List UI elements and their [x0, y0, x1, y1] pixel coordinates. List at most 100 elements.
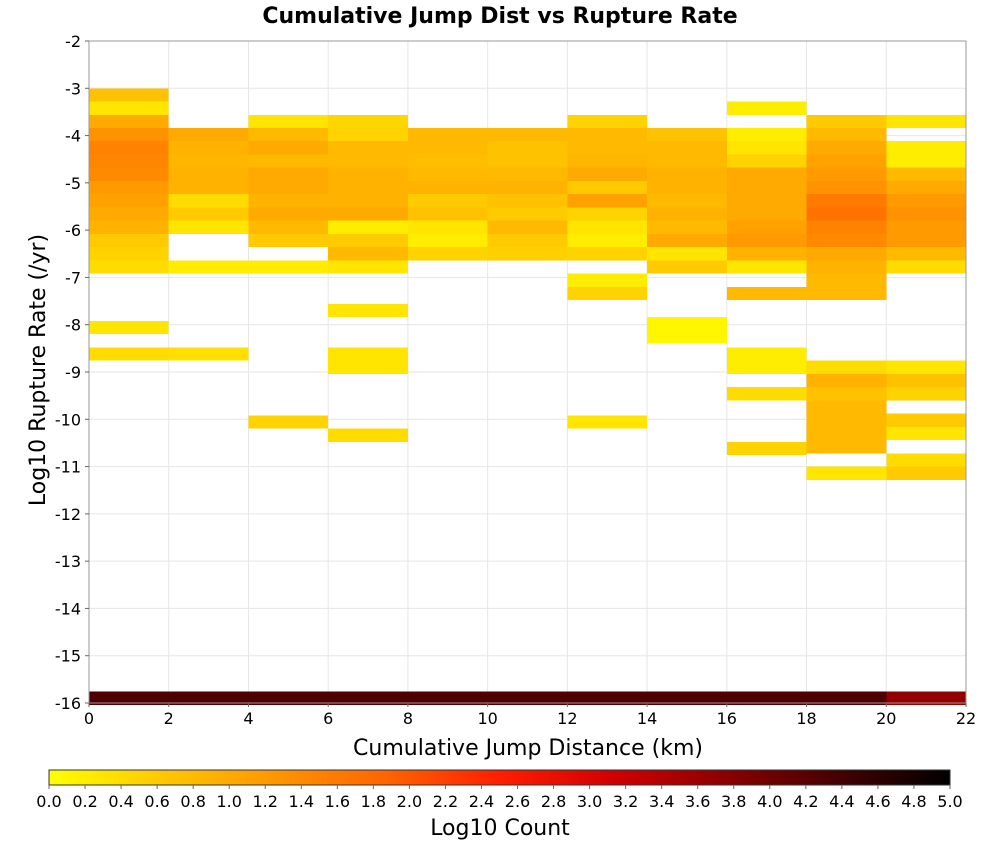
heatmap-cell — [407, 220, 488, 234]
heatmap-cell — [487, 207, 568, 221]
heatmap-cell — [726, 233, 807, 248]
heatmap-cell — [168, 691, 249, 705]
heatmap-cell — [487, 233, 568, 248]
heatmap-cell — [89, 233, 169, 248]
heatmap-cell — [806, 114, 887, 129]
heatmap-cell — [806, 387, 887, 401]
heatmap-cell — [806, 286, 887, 301]
heatmap-cell — [487, 167, 568, 181]
heatmap-cell — [248, 415, 329, 429]
heatmap-cell — [806, 440, 887, 454]
heatmap-cell — [886, 260, 966, 274]
heatmap-cell — [647, 691, 727, 705]
heatmap-cell — [89, 88, 169, 102]
heatmap-cell — [89, 260, 169, 274]
y-axis-label: Log10 Rupture Rate (/yr) — [26, 234, 51, 506]
heatmap-cell — [647, 154, 727, 168]
heatmap-cell — [168, 154, 249, 168]
heatmap-cell — [647, 247, 727, 261]
heatmap-cell — [647, 167, 727, 181]
heatmap-cell — [89, 154, 169, 168]
heatmap-cell — [407, 167, 488, 181]
heatmap-cell — [248, 194, 329, 208]
heatmap-cell — [487, 194, 568, 208]
heatmap-cell — [647, 317, 727, 331]
heatmap-cell — [647, 194, 727, 208]
x-axis-ticks: 0 2 4 6 8 10 12 14 16 18 20 22 — [84, 703, 976, 728]
heatmap-cell — [168, 141, 249, 155]
heatmap-cell — [567, 273, 648, 287]
heatmap-cell — [407, 233, 488, 248]
heatmap-cell — [89, 141, 169, 155]
heatmap-cell — [328, 114, 408, 129]
heatmap-cell — [726, 387, 807, 401]
heatmap-cell — [567, 114, 648, 129]
heatmap-cell — [89, 180, 169, 195]
y-tick-label: -13 — [55, 552, 81, 571]
heatmap-cell — [328, 207, 408, 221]
heatmap-cell — [567, 194, 648, 208]
heatmap-cell — [726, 128, 807, 142]
heatmap-cell — [567, 691, 648, 705]
heatmap-cell — [89, 114, 169, 129]
heatmap-cell — [726, 360, 807, 374]
heatmap-cell — [407, 691, 488, 705]
heatmap-cell — [726, 167, 807, 181]
heatmap-cell — [886, 413, 966, 427]
heatmap-cell — [487, 247, 568, 261]
colorbar-tick-label: 3.0 — [577, 792, 602, 811]
heatmap-cell — [328, 167, 408, 181]
heatmap-cell — [407, 247, 488, 261]
heatmap-cell — [168, 260, 249, 274]
colorbar-tick-label: 2.6 — [505, 792, 530, 811]
heatmap-cell — [567, 154, 648, 168]
heatmap-cell — [886, 453, 966, 467]
chart-title: Cumulative Jump Dist vs Rupture Rate — [262, 4, 737, 29]
colorbar-tick-label: 2.0 — [397, 792, 422, 811]
heatmap-cell — [407, 128, 488, 142]
y-tick-label: -4 — [65, 127, 81, 146]
heatmap-cell — [726, 220, 807, 234]
heatmap-cell — [806, 413, 887, 427]
colorbar-tick-label: 3.6 — [685, 792, 710, 811]
colorbar-tick-label: 0.0 — [36, 792, 61, 811]
heatmap-cell — [328, 347, 408, 361]
heatmap-cell — [886, 141, 966, 155]
heatmap-cell — [89, 167, 169, 181]
heatmap-cell — [806, 247, 887, 261]
heatmap-cell — [806, 128, 887, 142]
heatmap-cell — [328, 180, 408, 195]
heatmap-cell — [89, 207, 169, 221]
colorbar-tick-label: 4.0 — [757, 792, 782, 811]
heatmap-cell — [886, 373, 966, 388]
heatmap-cell — [806, 220, 887, 234]
heatmap-cell — [567, 233, 648, 248]
colorbar-tick-label: 4.8 — [901, 792, 926, 811]
heatmap-cell — [806, 180, 887, 195]
heatmap-cell — [806, 360, 887, 374]
heatmap-cell — [806, 154, 887, 168]
heatmap-cell — [726, 691, 807, 705]
x-tick-label: 14 — [637, 709, 657, 728]
heatmap-cell — [89, 101, 169, 115]
heatmap-cell — [886, 247, 966, 261]
heatmap-cell — [647, 180, 727, 195]
heatmap-cell — [89, 220, 169, 234]
heatmap-cell — [168, 194, 249, 208]
heatmap-cell — [726, 441, 807, 456]
heatmap-cell — [886, 207, 966, 221]
heatmap-cell — [328, 141, 408, 155]
heatmap-cell — [248, 207, 329, 221]
heatmap-cell — [248, 691, 329, 705]
x-tick-label: 18 — [796, 709, 816, 728]
heatmap-cell — [407, 207, 488, 221]
heatmap-cell — [328, 220, 408, 234]
heatmap-cell — [726, 154, 807, 168]
colorbar-tick-label: 3.2 — [613, 792, 638, 811]
heatmap-cell — [647, 220, 727, 234]
heatmap-cell — [647, 207, 727, 221]
heatmap-cell — [487, 128, 568, 142]
heatmap-cell — [567, 207, 648, 221]
heatmap-cell — [328, 428, 408, 442]
